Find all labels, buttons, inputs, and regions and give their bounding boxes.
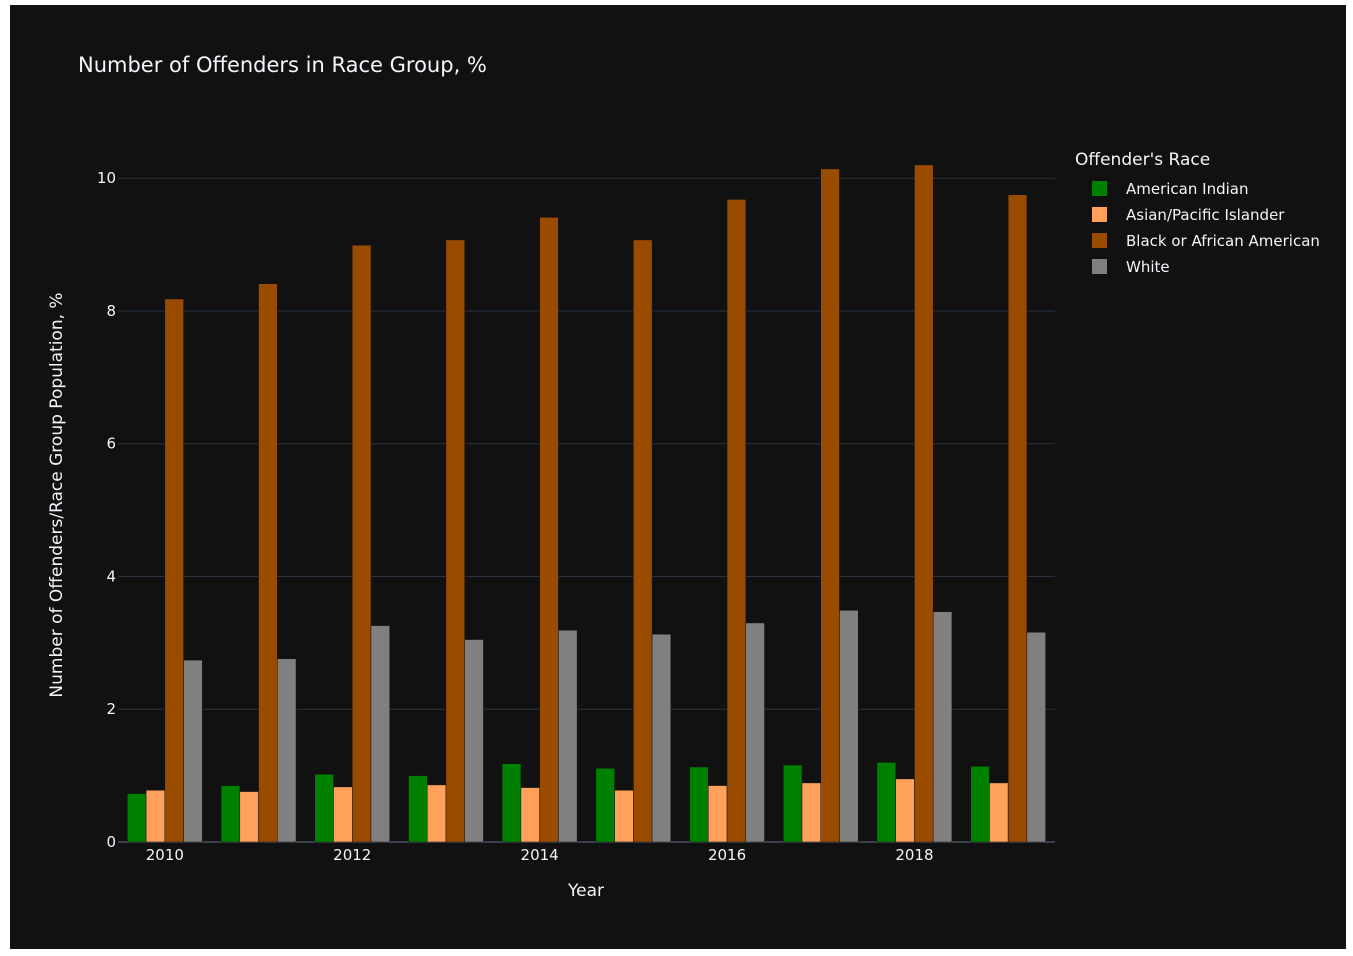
bar-asian-pacific-islander-2015[interactable] xyxy=(614,789,634,843)
y-tick-label: 6 xyxy=(106,435,116,453)
bars xyxy=(127,164,1046,843)
bar-asian-pacific-islander-2014[interactable] xyxy=(520,787,540,843)
y-axis-title: Number of Offenders/Race Group Populatio… xyxy=(47,292,67,697)
bar-black-or-african-american-2017[interactable] xyxy=(820,168,840,843)
bar-white-2011[interactable] xyxy=(277,658,297,843)
bar-asian-pacific-islander-2016[interactable] xyxy=(708,785,728,843)
legend-label: Asian/Pacific Islander xyxy=(1126,206,1285,224)
bar-white-2017[interactable] xyxy=(839,610,859,843)
legend-item[interactable]: Asian/Pacific Islander xyxy=(1092,206,1285,224)
x-tick-label: 2016 xyxy=(708,846,746,864)
bar-american-indian-2011[interactable] xyxy=(220,785,241,843)
y-tick-label: 2 xyxy=(106,700,116,718)
legend-item[interactable]: White xyxy=(1092,258,1170,276)
bar-asian-pacific-islander-2011[interactable] xyxy=(239,791,259,843)
bar-black-or-african-american-2019[interactable] xyxy=(1007,194,1028,843)
legend-label: Black or African American xyxy=(1126,232,1320,250)
chart-title: Number of Offenders in Race Group, % xyxy=(78,53,487,77)
bar-chart: 0 2 4 6 8 10 2010 2012 2014 2016 2018 Number of O… xyxy=(47,53,1320,901)
bar-white-2013[interactable] xyxy=(464,639,484,843)
bar-american-indian-2013[interactable] xyxy=(408,775,428,843)
legend-item[interactable]: American Indian xyxy=(1092,180,1248,198)
bar-white-2015[interactable] xyxy=(651,633,672,843)
bar-black-or-african-american-2016[interactable] xyxy=(726,199,747,843)
legend-title: Offender's Race xyxy=(1075,150,1210,170)
bar-black-or-african-american-2015[interactable] xyxy=(633,239,653,843)
bar-black-or-african-american-2011[interactable] xyxy=(258,283,278,843)
y-axis-ticks: 0 2 4 6 8 10 xyxy=(97,169,116,851)
legend-swatch xyxy=(1092,259,1107,274)
bar-white-2010[interactable] xyxy=(183,659,203,843)
bar-white-2019[interactable] xyxy=(1026,631,1046,843)
bar-american-indian-2012[interactable] xyxy=(314,774,334,843)
x-tick-label: 2012 xyxy=(333,846,371,864)
bar-black-or-african-american-2012[interactable] xyxy=(352,244,372,843)
y-tick-label: 4 xyxy=(106,567,116,585)
x-axis-ticks: 2010 2012 2014 2016 2018 xyxy=(146,846,934,864)
y-tick-label: 8 xyxy=(106,302,116,320)
bar-asian-pacific-islander-2013[interactable] xyxy=(426,784,447,843)
bar-white-2018[interactable] xyxy=(932,611,953,843)
legend-swatch xyxy=(1092,233,1107,248)
bar-black-or-african-american-2010[interactable] xyxy=(164,298,184,843)
legend-label: White xyxy=(1126,258,1170,276)
x-tick-label: 2014 xyxy=(521,846,559,864)
legend-label: American Indian xyxy=(1126,180,1248,198)
bar-asian-pacific-islander-2018[interactable] xyxy=(895,778,915,843)
bar-asian-pacific-islander-2017[interactable] xyxy=(801,782,822,843)
bar-american-indian-2016[interactable] xyxy=(689,766,709,843)
legend-item[interactable]: Black or African American xyxy=(1092,232,1320,250)
chart-container: 0 2 4 6 8 10 2010 2012 2014 2016 2018 Number of O… xyxy=(10,5,1346,949)
bar-asian-pacific-islander-2012[interactable] xyxy=(333,786,353,843)
bar-white-2014[interactable] xyxy=(558,629,578,843)
bar-black-or-african-american-2018[interactable] xyxy=(914,164,934,843)
bar-white-2012[interactable] xyxy=(370,625,390,843)
bar-american-indian-2010[interactable] xyxy=(127,793,147,843)
bar-black-or-african-american-2014[interactable] xyxy=(539,217,559,843)
bar-american-indian-2015[interactable] xyxy=(595,768,615,843)
x-tick-label: 2010 xyxy=(146,846,184,864)
bar-american-indian-2014[interactable] xyxy=(501,763,522,843)
bar-american-indian-2017[interactable] xyxy=(783,764,803,843)
y-tick-label: 10 xyxy=(97,169,116,187)
y-tick-label: 0 xyxy=(106,833,116,851)
bar-asian-pacific-islander-2010[interactable] xyxy=(145,789,166,843)
bar-asian-pacific-islander-2019[interactable] xyxy=(989,782,1009,843)
legend[interactable]: Offender's Race American Indian Asian/Pac… xyxy=(1075,150,1320,276)
bar-white-2016[interactable] xyxy=(745,622,765,843)
legend-swatch xyxy=(1092,207,1107,222)
x-tick-label: 2018 xyxy=(895,846,933,864)
legend-swatch xyxy=(1092,181,1107,196)
bar-american-indian-2018[interactable] xyxy=(876,762,896,843)
bar-american-indian-2019[interactable] xyxy=(970,766,990,843)
x-axis-title: Year xyxy=(567,881,604,901)
bar-black-or-african-american-2013[interactable] xyxy=(445,239,465,843)
